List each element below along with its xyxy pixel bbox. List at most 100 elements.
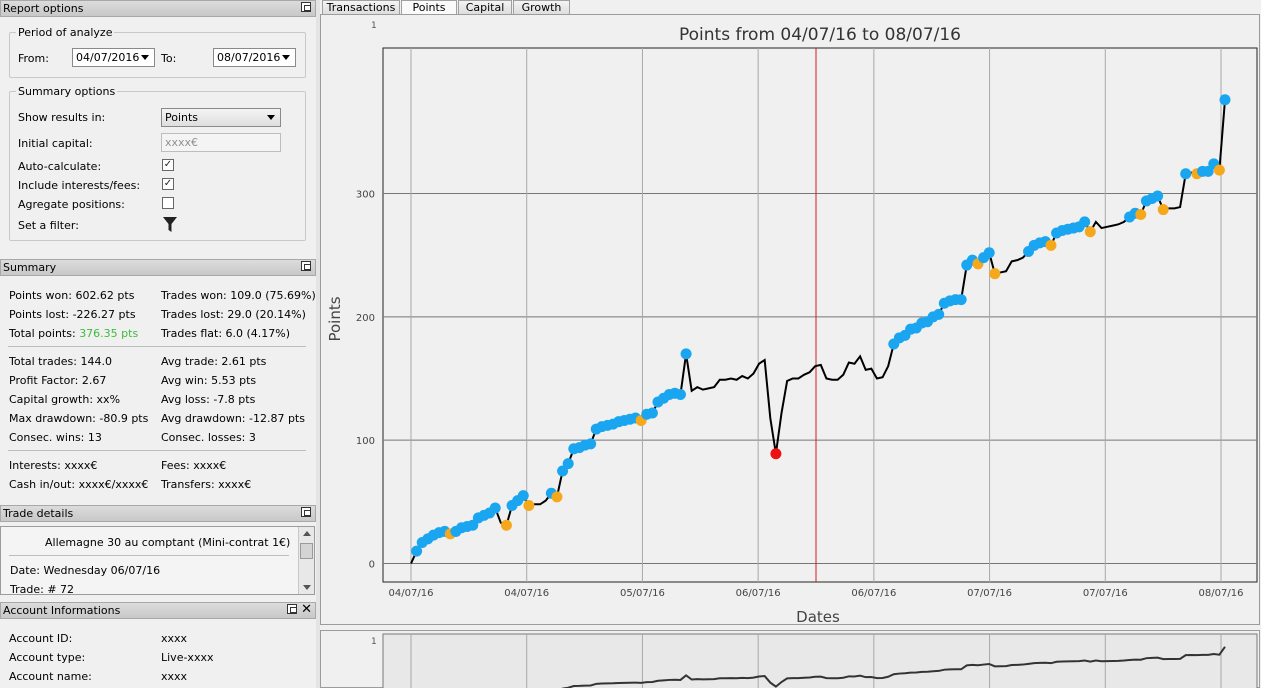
trade-flat-point (523, 500, 535, 512)
tab-label: Points (412, 1, 446, 14)
trade-separator (9, 555, 289, 556)
tab-label: Capital (465, 1, 505, 14)
total-points-value: 376.35 pts (79, 327, 139, 340)
x-tick-label: 06/07/16 (736, 588, 781, 599)
float-window-icon[interactable] (287, 604, 297, 614)
avg-loss: Avg loss: -7.8 pts (161, 393, 256, 406)
trade-win-point (1219, 94, 1231, 106)
initial-capital-input[interactable]: xxxx€ (161, 133, 281, 152)
from-date-picker[interactable]: 04/07/2016 (72, 48, 155, 67)
to-date-picker[interactable]: 08/07/2016 (213, 48, 296, 67)
trade-win-point (1079, 216, 1091, 228)
trade-flat-point (989, 268, 1001, 280)
report-options-title: Report options (3, 2, 84, 15)
tab-points[interactable]: Points (401, 0, 457, 16)
float-window-icon[interactable] (301, 261, 311, 271)
scroll-up-icon[interactable] (303, 531, 311, 536)
trade-date: Date: Wednesday 06/07/16 (10, 564, 161, 577)
trade-win-point (489, 502, 501, 514)
max-drawdown: Max drawdown: -80.9 pts (9, 412, 149, 425)
aggregate-checkbox[interactable] (162, 197, 174, 209)
trade-loss-point (770, 448, 782, 460)
summary-header: Summary (0, 259, 316, 276)
show-results-label: Show results in: (18, 111, 106, 124)
capital-growth: Capital growth: xx% (9, 393, 121, 406)
chevron-down-icon (141, 55, 149, 60)
chart-title: Points from 04/07/16 to 08/07/16 (679, 25, 961, 45)
overview-series-line (561, 646, 1226, 688)
float-window-icon[interactable] (301, 2, 311, 12)
trade-details-header: Trade details (0, 505, 316, 522)
consec-wins: Consec. wins: 13 (9, 431, 102, 444)
trade-win-point (585, 438, 597, 450)
float-window-icon[interactable] (301, 507, 311, 517)
scroll-down-icon[interactable] (303, 585, 311, 590)
account-id-value: xxxx (161, 632, 188, 645)
trade-win-point (562, 458, 574, 470)
chevron-down-icon (267, 115, 275, 120)
aggregate-label: Agregate positions: (18, 198, 125, 211)
from-label: From: (18, 52, 49, 65)
auto-calc-checkbox[interactable]: ✓ (162, 159, 174, 171)
plot-area (382, 47, 1258, 583)
splitter[interactable] (316, 0, 320, 688)
fees: Fees: xxxx€ (161, 459, 227, 472)
overview-chart[interactable]: 1 (321, 631, 1259, 688)
points-lost: Points lost: -226.27 pts (9, 308, 136, 321)
trade-win-point (955, 294, 967, 306)
trade-win-point (1180, 168, 1192, 180)
x-axis-label: Dates (796, 608, 840, 624)
interests: Interests: xxxx€ (9, 459, 98, 472)
trades-won: Trades won: 109.0 (75.69%) (161, 289, 316, 302)
trade-win-point (411, 545, 423, 557)
to-label: To: (161, 52, 177, 65)
profit-factor: Profit Factor: 2.67 (9, 374, 107, 387)
overview-corner-label: 1 (371, 637, 377, 647)
account-name-value: xxxx (161, 670, 188, 683)
total-trades: Total trades: 144.0 (9, 355, 112, 368)
show-results-select[interactable]: Points (161, 108, 281, 127)
summary-separator (8, 450, 306, 451)
trade-flat-point (500, 519, 512, 531)
trade-flat-point (551, 491, 563, 503)
report-options-header: Report options (0, 0, 316, 17)
scroll-thumb[interactable] (300, 543, 313, 559)
x-tick-label: 07/07/16 (967, 588, 1012, 599)
trade-flat-point (1084, 226, 1096, 238)
trade-details-title: Trade details (3, 507, 74, 520)
trade-number: Trade: # 72 (10, 583, 75, 595)
tab-capital[interactable]: Capital (458, 0, 512, 15)
trade-win-point (646, 407, 658, 419)
trade-win-point (674, 389, 686, 401)
account-type-label: Account type: (9, 651, 86, 664)
avg-win: Avg win: 5.53 pts (161, 374, 257, 387)
initial-capital-label: Initial capital: (18, 137, 93, 150)
x-tick-label: 07/07/16 (1083, 588, 1128, 599)
account-id-label: Account ID: (9, 632, 73, 645)
include-fees-checkbox[interactable]: ✓ (162, 178, 174, 190)
trade-win-point (933, 308, 945, 320)
x-tick-label: 06/07/16 (851, 588, 896, 599)
summary-separator (8, 346, 306, 347)
tab-transactions[interactable]: Transactions (322, 0, 400, 15)
to-date-value: 08/07/2016 (217, 51, 281, 64)
y-tick-label: 100 (356, 436, 375, 447)
trade-win-point (983, 247, 995, 259)
filter-icon[interactable] (163, 217, 177, 233)
account-type-value: Live-xxxx (161, 651, 214, 664)
period-group-title: Period of analyze (16, 26, 115, 39)
trade-details-scrollbar[interactable] (298, 527, 314, 594)
tab-growth[interactable]: Growth (513, 0, 570, 15)
points-chart-frame: 1 Points from 04/07/16 to 08/07/16 Point… (320, 14, 1260, 625)
trade-win-point (517, 490, 529, 502)
tab-label: Growth (521, 1, 562, 14)
trade-instrument: Allemagne 30 au comptant (Mini-contrat 1… (45, 536, 291, 549)
y-tick-label: 300 (356, 190, 375, 201)
close-icon[interactable]: ✕ (301, 602, 312, 617)
cash-inout: Cash in/out: xxxx€/xxxx€ (9, 478, 149, 491)
x-tick-label: 04/07/16 (389, 588, 434, 599)
account-name-label: Account name: (9, 670, 92, 683)
corner-label: 1 (371, 21, 377, 31)
summary-options-title: Summary options (16, 85, 118, 98)
points-chart[interactable]: 1 Points from 04/07/16 to 08/07/16 Point… (321, 15, 1259, 624)
